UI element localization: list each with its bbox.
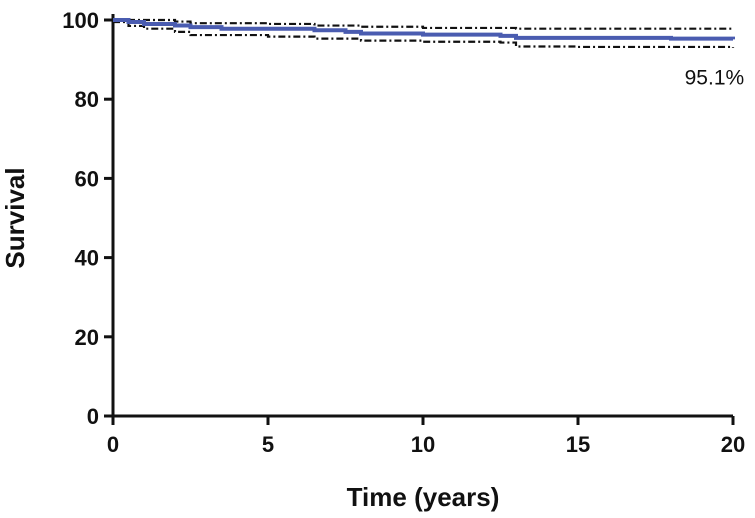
x-axis-title: Time (years) — [347, 482, 500, 512]
y-tick-label: 80 — [75, 87, 99, 112]
x-tick-label: 10 — [411, 432, 435, 457]
y-tick-label: 20 — [75, 325, 99, 350]
upper-ci-line — [113, 18, 735, 30]
y-tick-label: 40 — [75, 246, 99, 271]
x-tick-label: 20 — [721, 432, 745, 457]
ticks: 0 20 40 60 80 100 0 5 10 15 20 — [62, 8, 745, 457]
axes — [111, 14, 733, 418]
y-axis-title: Survival — [0, 167, 30, 268]
y-tick-label: 60 — [75, 166, 99, 191]
x-tick-label: 0 — [107, 432, 119, 457]
x-tick-label: 5 — [262, 432, 274, 457]
survival-line — [113, 18, 735, 41]
x-tick-label: 15 — [566, 432, 590, 457]
annotations: 95.1% — [685, 66, 745, 89]
y-tick-label: 0 — [87, 404, 99, 429]
survival-rate-annotation: 95.1% — [685, 66, 745, 89]
series-group — [113, 18, 735, 49]
y-tick-label: 100 — [62, 8, 99, 33]
